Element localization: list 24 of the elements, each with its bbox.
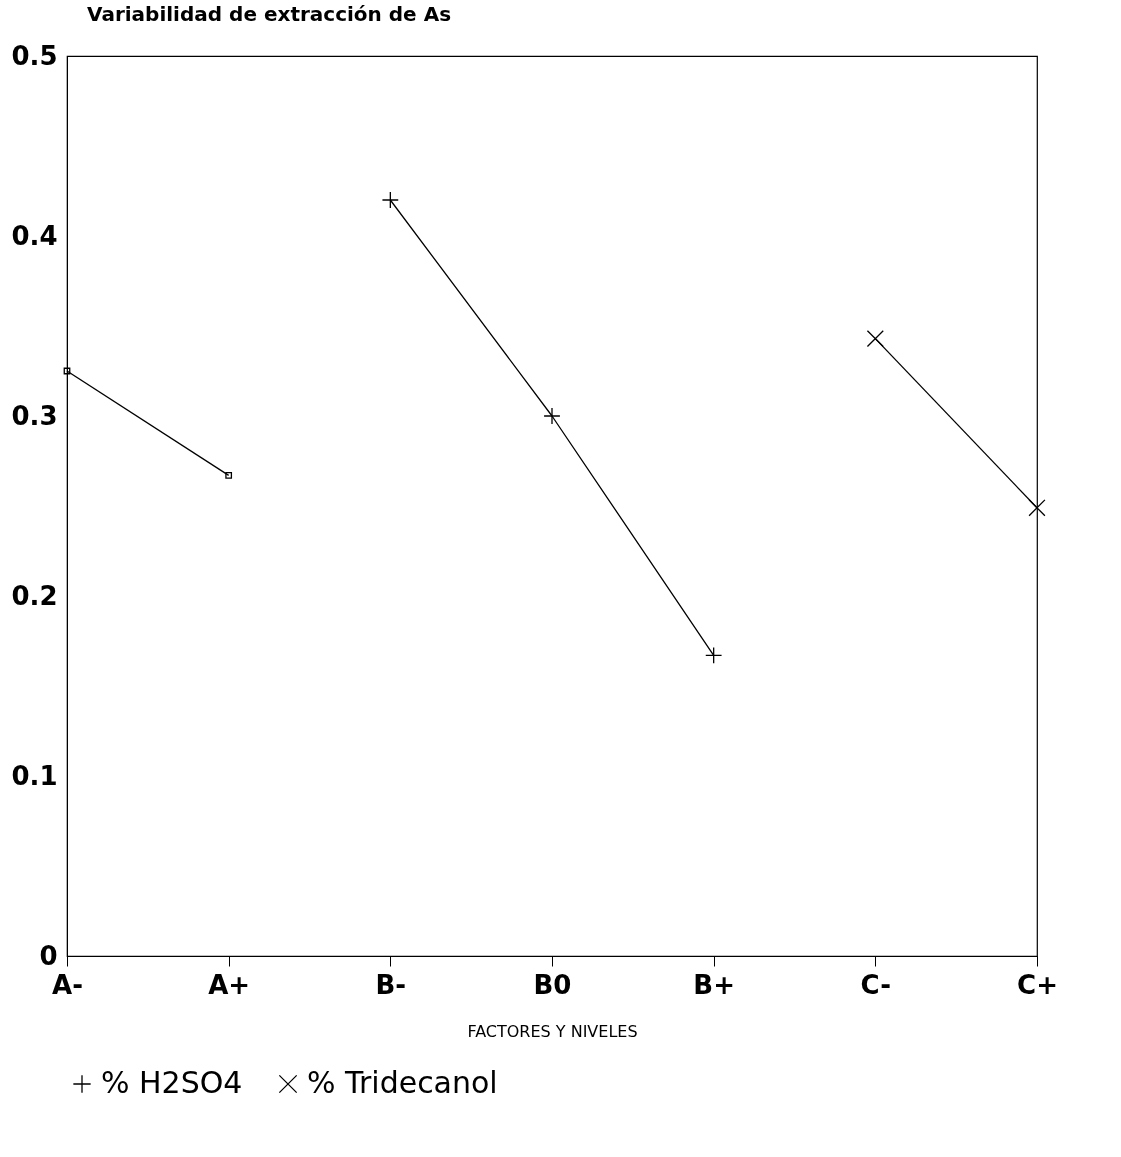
y-tick-label: 0.1 <box>11 760 58 791</box>
y-tick-label: 0.3 <box>11 400 58 431</box>
legend-label: % H2SO4 <box>101 1065 243 1100</box>
x-tick-label: B0 <box>533 969 572 1000</box>
x-tick-label: B+ <box>693 969 735 1000</box>
y-tick-label: 0 <box>39 940 58 971</box>
point <box>543 407 561 425</box>
x-tick-label: A+ <box>208 969 251 1000</box>
y-tick-label: 0.2 <box>11 580 58 611</box>
point <box>1028 499 1046 517</box>
x-tick-label: B- <box>375 969 407 1000</box>
x-axis-title: FACTORES Y NIVELES <box>467 1021 638 1041</box>
legend-label: % Tridecanol <box>307 1065 498 1100</box>
point <box>225 472 233 479</box>
x-tick-label: C- <box>860 969 892 1000</box>
y-tick-label: 0.4 <box>11 220 58 251</box>
x-tick-label: C+ <box>1017 969 1058 1000</box>
point <box>381 191 399 209</box>
point <box>866 330 884 348</box>
x-tick-label: A- <box>52 969 83 1000</box>
chart-title: Variabilidad de extracción de As <box>87 2 452 26</box>
y-tick-label: 0.5 <box>11 40 58 71</box>
point <box>705 646 723 664</box>
point <box>63 367 71 375</box>
